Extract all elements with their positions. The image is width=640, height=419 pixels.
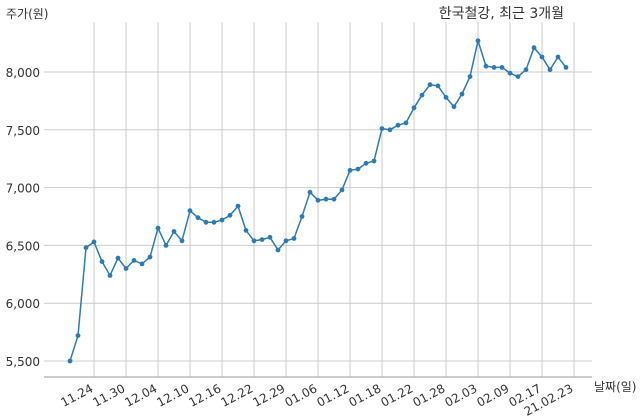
data-points <box>67 38 569 364</box>
data-point <box>115 255 121 261</box>
x-tick-label: 12.29 <box>250 381 287 409</box>
data-point <box>251 238 257 244</box>
data-point <box>299 214 305 219</box>
data-point <box>339 187 345 193</box>
x-tick-label: 11.30 <box>90 381 127 409</box>
data-point <box>355 166 361 172</box>
data-point <box>507 70 513 76</box>
data-point <box>107 273 113 278</box>
data-point <box>123 266 129 271</box>
x-tick-label: 02.09 <box>474 381 511 409</box>
data-point <box>275 247 281 253</box>
data-point <box>459 91 465 97</box>
data-point <box>547 67 553 73</box>
x-tick-label: 12.22 <box>218 381 255 409</box>
data-point <box>179 238 185 244</box>
data-point <box>75 333 81 338</box>
data-point <box>411 105 417 111</box>
y-tick-label: 7,500 <box>6 124 40 138</box>
data-point <box>291 236 297 241</box>
data-point <box>283 238 289 244</box>
x-axis-label: 날짜(일) <box>594 380 636 394</box>
data-point <box>443 95 449 100</box>
chart-title: 한국철강, 최근 3개월 <box>439 6 564 22</box>
data-point <box>163 243 169 248</box>
x-tick-label: 12.10 <box>154 381 191 409</box>
data-point <box>267 234 273 240</box>
data-point <box>467 74 473 79</box>
y-tick-label: 6,500 <box>6 239 40 253</box>
x-tick-labels: 11.2411.3012.0412.1012.1612.2212.2901.06… <box>58 381 575 418</box>
data-point <box>155 225 161 231</box>
data-point <box>379 126 385 131</box>
data-point <box>83 245 89 251</box>
x-tick-label: 12.04 <box>122 381 159 409</box>
data-point <box>227 212 233 218</box>
data-point <box>171 229 177 234</box>
data-point <box>211 219 217 225</box>
data-point <box>139 261 145 267</box>
data-point <box>499 65 505 70</box>
data-point <box>99 259 105 264</box>
data-point <box>331 196 337 202</box>
x-tick-label: 02.03 <box>442 381 479 409</box>
data-point <box>243 228 249 233</box>
data-point <box>435 83 441 89</box>
data-point <box>531 45 537 51</box>
data-point <box>147 254 153 260</box>
x-tick-label: 01.22 <box>378 381 415 409</box>
x-tick-label: 01.12 <box>314 381 351 409</box>
data-point <box>555 54 561 60</box>
data-point <box>427 82 433 88</box>
data-point <box>475 38 481 44</box>
data-point <box>387 127 393 133</box>
data-point <box>259 237 265 243</box>
data-point <box>347 167 353 173</box>
data-point <box>67 358 73 364</box>
x-tick-label: 12.16 <box>186 381 223 409</box>
data-point <box>483 63 489 69</box>
y-tick-label: 8,000 <box>6 66 40 80</box>
y-tick-label: 6,000 <box>6 297 40 311</box>
data-point <box>219 217 225 223</box>
data-point <box>91 239 97 245</box>
data-point <box>187 208 193 214</box>
data-point <box>371 158 377 164</box>
y-tick-label: 5,500 <box>6 355 40 369</box>
y-tick-label: 7,000 <box>6 182 40 196</box>
x-tick-label: 01.06 <box>282 381 319 409</box>
x-tick-label: 11.24 <box>58 381 95 409</box>
data-point <box>323 196 329 202</box>
data-point <box>307 189 313 195</box>
y-tick-labels: 5,500 6,000 6,500 7,000 7,500 8,000 <box>6 66 40 369</box>
data-point <box>395 122 401 128</box>
data-point <box>515 74 521 79</box>
data-point <box>131 258 137 263</box>
data-point <box>539 54 545 60</box>
data-point <box>563 65 569 70</box>
data-point <box>419 92 425 98</box>
data-point <box>491 65 497 70</box>
data-point <box>523 67 529 73</box>
x-tick-label: 01.18 <box>346 381 383 409</box>
data-point <box>315 197 321 203</box>
y-axis-label: 주가(원) <box>6 7 48 21</box>
data-point <box>451 104 457 110</box>
data-point <box>203 219 209 225</box>
data-point <box>403 120 409 126</box>
data-point <box>235 203 241 209</box>
x-tick-label: 01.28 <box>410 381 447 409</box>
data-point <box>195 215 201 221</box>
data-point <box>363 160 369 166</box>
